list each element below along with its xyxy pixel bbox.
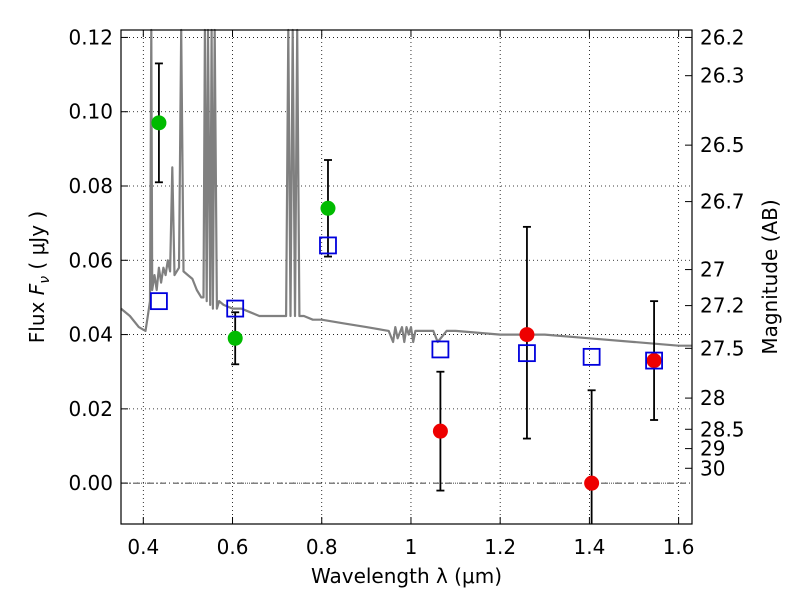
model-point-square	[319, 236, 337, 255]
y-tick-label: 0.00	[68, 471, 113, 495]
y-tick-label: 0.06	[68, 248, 113, 272]
y-tick-label: 0.12	[68, 25, 113, 49]
data-point-circle	[432, 423, 448, 439]
model-point-square	[150, 292, 168, 311]
y2-tick-label: 28	[700, 386, 725, 410]
y-tick-label: 0.10	[68, 100, 113, 124]
data-point-circle	[320, 200, 336, 216]
y2-tick-label: 27.5	[700, 336, 745, 360]
spectrum-line	[120, 28, 692, 347]
data-markers	[150, 115, 663, 491]
x-tick-label: 0.6	[217, 535, 249, 559]
data-point-circle	[584, 475, 600, 491]
y-tick-label: 0.04	[68, 323, 113, 347]
plot-frame	[120, 29, 693, 525]
y2-tick-label: 26.7	[700, 190, 745, 214]
y2-tick-label: 27.2	[700, 294, 745, 318]
y2-tick-label: 26.5	[700, 133, 745, 157]
y-tick-label: 0.08	[68, 174, 113, 198]
model-point-square	[226, 299, 245, 318]
y-tick-label: 0.02	[68, 397, 113, 421]
y-axis-title: Flux Fν ( μJy )	[25, 211, 53, 343]
model-point-square	[582, 347, 601, 366]
y2-tick-label: 26.2	[700, 25, 745, 49]
data-point-circle	[227, 330, 243, 346]
model-spectrum	[120, 28, 692, 347]
error-bars	[154, 62, 659, 524]
x-tick-label: 0.4	[127, 535, 159, 559]
x-axis-title: Wavelength λ (μm)	[311, 564, 502, 588]
model-point-square	[518, 344, 536, 363]
y2-axis-title: Magnitude (AB)	[758, 199, 782, 354]
y2-tick-label: 27	[700, 258, 725, 282]
tick-labels: 0.4 0.6 0.8 1 1.2 1.4 1.6 0.00 0.02 0.04 0.06 0.08 0…	[68, 25, 744, 559]
y2-tick-label: 30	[700, 456, 725, 480]
data-point-circle	[151, 115, 167, 131]
x-tick-label: 1.2	[484, 535, 516, 559]
x-tick-label: 1	[405, 535, 418, 559]
x-tick-label: 1.6	[663, 535, 695, 559]
data-point-circle	[646, 353, 662, 369]
model-point-square	[645, 351, 663, 370]
axis-ticks	[121, 30, 692, 524]
x-tick-label: 0.8	[306, 535, 338, 559]
model-point-square	[431, 340, 450, 359]
data-point-circle	[519, 327, 535, 343]
y2-tick-label: 29	[700, 437, 725, 461]
y2-tick-label: 26.3	[700, 64, 745, 88]
x-tick-label: 1.4	[573, 535, 605, 559]
y2-tick-label: 28.5	[700, 417, 745, 441]
